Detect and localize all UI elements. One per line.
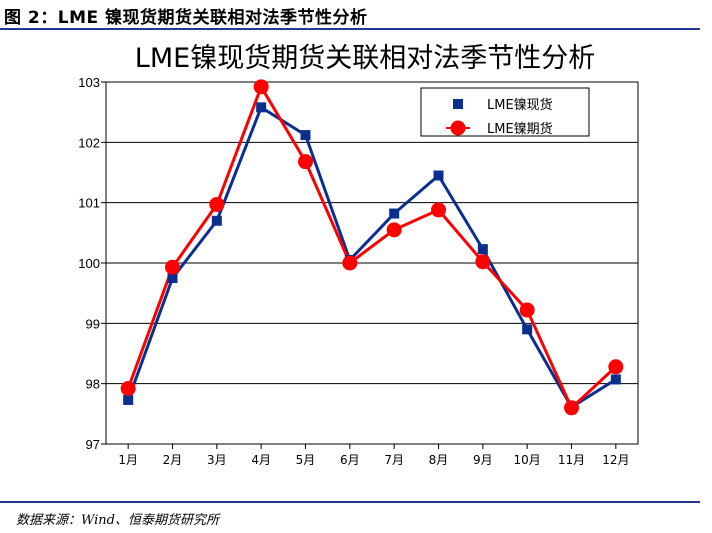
top-divider — [0, 28, 700, 30]
data-point-futures — [342, 255, 358, 271]
data-point-futures — [209, 196, 225, 212]
series — [120, 79, 624, 416]
x-tick-label: 5月 — [296, 453, 316, 467]
data-point-futures — [120, 380, 136, 396]
figure-caption: 图 2：LME 镍现货期货关联相对法季节性分析 — [4, 8, 368, 28]
x-tick-label: 12月 — [602, 453, 629, 467]
x-tick-label: 2月 — [163, 453, 183, 467]
y-tick-label: 99 — [86, 316, 100, 331]
data-point-futures — [475, 254, 491, 270]
y-tick-label: 102 — [78, 135, 100, 150]
data-point-spot — [389, 208, 400, 219]
gridlines — [106, 141, 638, 385]
data-point-spot — [477, 244, 488, 255]
data-point-futures — [298, 154, 313, 170]
series-line-1 — [126, 105, 617, 409]
y-tick-label: 101 — [78, 196, 100, 211]
data-point-spot — [256, 102, 267, 113]
source-note: 数据来源：Wind、恒泰期货研究所 — [16, 513, 219, 528]
x-tick-label: 10月 — [514, 453, 541, 467]
data-point-futures — [519, 302, 535, 318]
x-tick-label: 4月 — [251, 453, 271, 467]
data-point-spot — [433, 170, 444, 181]
x-axis: 1月 2月 3月 4月 5月 6月 7月 8月 9月 10月 11月 12月 — [118, 444, 629, 467]
y-tick-label: 97 — [86, 437, 100, 452]
legend-marker-futures — [450, 120, 466, 136]
data-point-futures — [431, 202, 446, 218]
x-tick-label: 3月 — [207, 453, 227, 467]
data-point-spot — [610, 374, 621, 385]
x-tick-label: 11月 — [558, 453, 585, 467]
data-point-futures — [165, 259, 180, 275]
x-tick-label: 8月 — [429, 453, 449, 467]
data-point-futures — [608, 359, 624, 375]
y-tick-label: 98 — [86, 377, 100, 392]
x-tick-label: 7月 — [384, 453, 404, 467]
data-point-spot — [123, 394, 134, 405]
data-point-futures — [386, 222, 402, 238]
legend-marker-spot — [453, 99, 463, 109]
data-point-spot — [211, 215, 222, 226]
y-tick-label: 100 — [78, 256, 100, 271]
chart: LME镍现货期货关联相对法季节性分析 97 98 99 100 101 102 103 1月… — [78, 43, 639, 467]
legend-label: LME镍现货 — [487, 97, 553, 113]
data-point-futures — [253, 79, 269, 95]
data-point-futures — [564, 400, 579, 416]
y-tick-label: 103 — [78, 75, 100, 90]
x-tick-label: 9月 — [473, 453, 493, 467]
x-tick-label: 1月 — [118, 453, 138, 467]
chart-title: LME镍现货期货关联相对法季节性分析 — [135, 43, 595, 74]
data-point-spot — [167, 273, 178, 284]
y-axis: 97 98 99 100 101 102 103 — [78, 75, 106, 452]
x-tick-label: 6月 — [340, 453, 360, 467]
bottom-divider — [0, 501, 700, 503]
series-line-2 — [126, 85, 617, 410]
legend-label: LME镍期货 — [487, 121, 553, 137]
data-point-spot — [522, 324, 533, 335]
legend: LME镍现货 LME镍期货 — [420, 87, 590, 137]
data-point-spot — [300, 130, 311, 141]
